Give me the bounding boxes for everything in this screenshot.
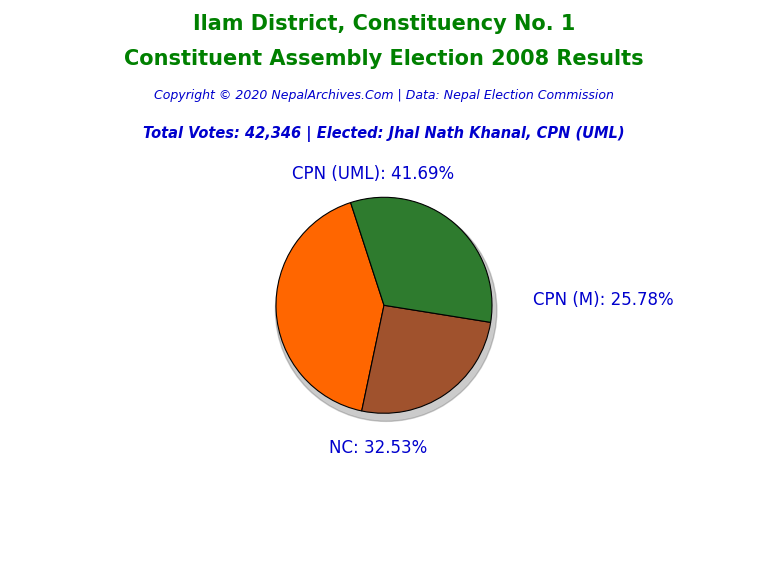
Text: Constituent Assembly Election 2008 Results: Constituent Assembly Election 2008 Resul… <box>124 49 644 69</box>
Text: Ilam District, Constituency No. 1: Ilam District, Constituency No. 1 <box>193 14 575 35</box>
Text: NC: 32.53%: NC: 32.53% <box>329 439 428 457</box>
Ellipse shape <box>276 200 497 422</box>
Text: CPN (M): 25.78%: CPN (M): 25.78% <box>533 291 674 309</box>
Wedge shape <box>351 198 492 323</box>
Text: Copyright © 2020 NepalArchives.Com | Data: Nepal Election Commission: Copyright © 2020 NepalArchives.Com | Dat… <box>154 89 614 103</box>
Wedge shape <box>276 203 384 411</box>
Wedge shape <box>362 305 491 413</box>
Text: CPN (UML): 41.69%: CPN (UML): 41.69% <box>292 165 454 183</box>
Text: Total Votes: 42,346 | Elected: Jhal Nath Khanal, CPN (UML): Total Votes: 42,346 | Elected: Jhal Nath… <box>144 126 624 142</box>
